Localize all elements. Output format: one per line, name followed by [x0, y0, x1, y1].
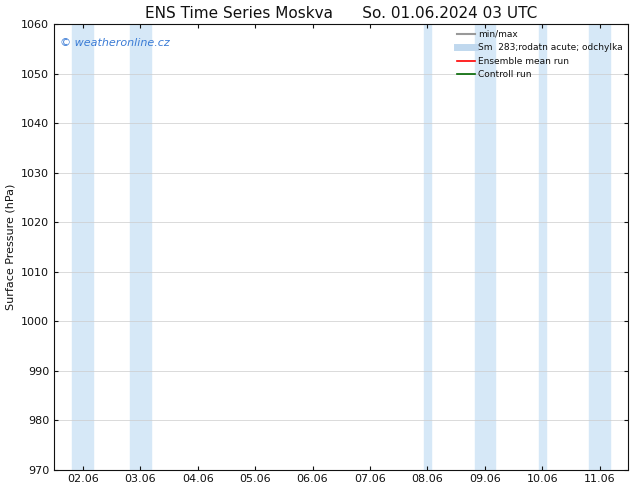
Bar — [72, 24, 93, 469]
Title: ENS Time Series Moskva      So. 01.06.2024 03 UTC: ENS Time Series Moskva So. 01.06.2024 03… — [145, 5, 538, 21]
Y-axis label: Surface Pressure (hPa): Surface Pressure (hPa) — [6, 184, 16, 310]
Bar — [539, 24, 546, 469]
Bar — [130, 24, 151, 469]
Bar — [474, 24, 495, 469]
Text: © weatheronline.cz: © weatheronline.cz — [60, 38, 169, 48]
Bar — [590, 24, 610, 469]
Legend: min/max, Sm  283;rodatn acute; odchylka, Ensemble mean run, Controll run: min/max, Sm 283;rodatn acute; odchylka, … — [453, 26, 626, 83]
Bar — [424, 24, 431, 469]
